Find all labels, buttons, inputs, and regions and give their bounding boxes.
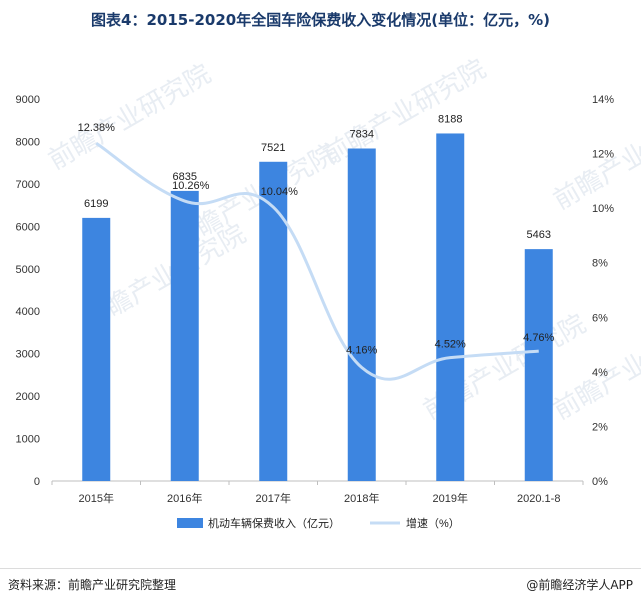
y-left-tick-label: 7000 (16, 179, 40, 191)
line-value-label: 10.26% (172, 180, 210, 192)
bar (259, 161, 288, 481)
legend-bar-swatch (177, 518, 203, 528)
line-value-label: 4.16% (346, 344, 377, 356)
bar-series (82, 133, 553, 482)
chart-title: 图表4：2015-2020年全国车险保费收入变化情况(单位：亿元，%) (91, 11, 550, 29)
legend-bar-label: 机动车辆保费收入（亿元） (208, 516, 340, 530)
chart-axes: 0 1000 2000 3000 4000 5000 6000 7000 8000 9000 0% 2… (16, 94, 615, 505)
y-left-tick-label: 5000 (16, 264, 40, 276)
watermark-text: 前瞻产业研究院 (319, 54, 492, 171)
y-right-tick-label: 0% (592, 476, 608, 488)
y-left-tick-label: 6000 (16, 221, 40, 233)
x-tick-label: 2019年 (433, 491, 468, 505)
bar (347, 148, 376, 481)
y-right-tick-label: 12% (592, 149, 614, 161)
bar-value-label: 7834 (350, 128, 374, 140)
y-left-tick-label: 4000 (16, 306, 40, 318)
bar (436, 133, 465, 481)
y-right-tick-label: 14% (592, 94, 614, 106)
y-left-tick-label: 8000 (16, 136, 40, 148)
y-left-tick-label: 0 (34, 476, 40, 488)
source-note: 资料来源：前瞻产业研究院整理 (8, 578, 177, 592)
bar-value-label: 6835 (173, 171, 197, 183)
line-value-label: 4.52% (435, 339, 466, 351)
watermark-text: 前瞻产业研究院 (44, 59, 217, 176)
y-left-tick-label: 1000 (16, 434, 40, 446)
line-series (95, 141, 539, 381)
y-right-tick-label: 6% (592, 312, 608, 324)
x-tick-label: 2020.1-8 (517, 493, 560, 505)
data-labels: 6199 6835 7521 7834 8188 5463 12.38% 10.26% 10.0… (78, 113, 555, 356)
line-value-label: 10.04% (261, 186, 299, 198)
bar-value-label: 6199 (84, 198, 108, 210)
y-right-tick-label: 2% (592, 421, 608, 433)
y-left-tick-label: 2000 (16, 391, 40, 403)
bar (524, 249, 553, 481)
x-tick-label: 2016年 (167, 491, 202, 505)
growth-line (95, 141, 539, 381)
x-tick-label: 2018年 (344, 491, 379, 505)
y-left-tick-label: 9000 (16, 94, 40, 106)
legend-line-label: 增速（%） (406, 516, 460, 530)
footer-divider (0, 568, 641, 569)
bar-value-label: 5463 (527, 229, 551, 241)
bar (170, 190, 199, 482)
line-value-label: 4.76% (523, 332, 554, 344)
legend: 机动车辆保费收入（亿元） 增速（%） (177, 516, 460, 530)
line-value-label: 12.38% (78, 122, 116, 134)
bar-value-label: 7521 (261, 142, 285, 154)
x-tick-label: 2017年 (256, 491, 291, 505)
y-right-tick-label: 8% (592, 258, 608, 270)
bar-value-label: 8188 (438, 113, 462, 125)
bar (82, 217, 111, 481)
x-tick-label: 2015年 (79, 491, 114, 505)
y-right-tick-label: 4% (592, 367, 608, 379)
credit-note: @前瞻经济学人APP (526, 578, 633, 592)
y-right-tick-label: 10% (592, 203, 614, 215)
y-left-tick-label: 3000 (16, 349, 40, 361)
